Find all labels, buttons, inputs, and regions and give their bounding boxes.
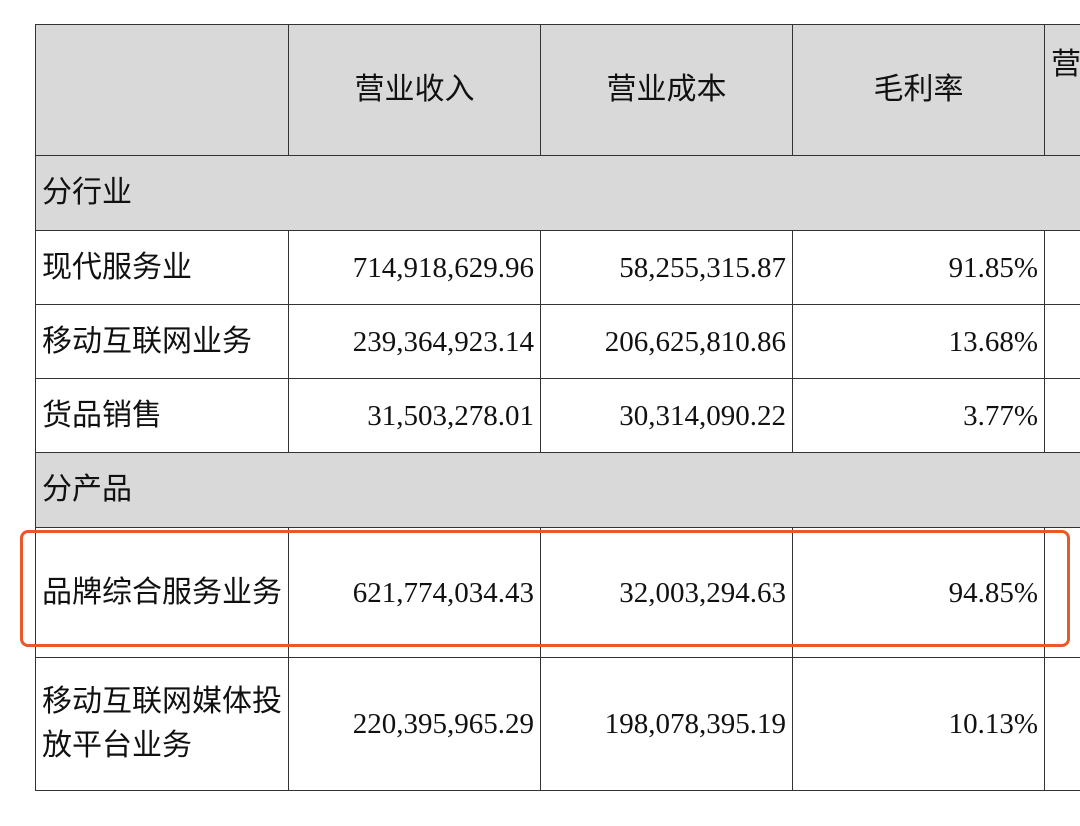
header-cell: 营业成本 — [540, 24, 793, 156]
section-title: 分行业 — [35, 155, 1080, 231]
cell-value: 30,314,090.22 — [540, 378, 793, 453]
row-label: 移动互联网业务 — [35, 304, 289, 379]
highlight-box — [20, 530, 1070, 647]
cell-value: 621,774,034.43 — [288, 527, 541, 658]
table-wrap: 营业收入 营业成本 毛利率营分行业 现代服务业 714,918,629.96 58,255… — [35, 24, 1080, 791]
cell-value: 220,395,965.29 — [288, 657, 541, 791]
cell-value: 13.68% — [792, 304, 1045, 379]
header-cell: 营 — [1044, 24, 1080, 156]
header-cell: 毛利率 — [792, 24, 1045, 156]
cell-empty — [1044, 378, 1080, 453]
cell-value: 10.13% — [792, 657, 1045, 791]
header-cell — [35, 24, 289, 156]
cell-value: 91.85% — [792, 230, 1045, 305]
table: 营业收入 营业成本 毛利率营分行业 现代服务业 714,918,629.96 58,255… — [35, 24, 1080, 791]
section-row: 分行业 — [35, 155, 1080, 231]
cell-empty — [1044, 304, 1080, 379]
cell-value: 3.77% — [792, 378, 1045, 453]
cell-value: 198,078,395.19 — [540, 657, 793, 791]
cell-value: 32,003,294.63 — [540, 527, 793, 658]
section-title: 分产品 — [35, 452, 1080, 528]
header-row: 营业收入 营业成本 毛利率营 — [35, 24, 1080, 156]
section-row: 分产品 — [35, 452, 1080, 528]
cell-value: 31,503,278.01 — [288, 378, 541, 453]
data-row: 移动互联网媒体投放平台业务 220,395,965.29 198,078,395.1… — [35, 657, 1080, 791]
cell-empty — [1044, 527, 1080, 658]
header-cell: 营业收入 — [288, 24, 541, 156]
data-row: 货品销售 31,503,278.01 30,314,090.22 3.77% — [35, 378, 1080, 453]
cell-value: 206,625,810.86 — [540, 304, 793, 379]
cell-empty — [1044, 657, 1080, 791]
cell-value: 58,255,315.87 — [540, 230, 793, 305]
data-row: 移动互联网业务 239,364,923.14 206,625,810.86 13.68… — [35, 304, 1080, 379]
row-label: 货品销售 — [35, 378, 289, 453]
cell-value: 239,364,923.14 — [288, 304, 541, 379]
cell-value: 714,918,629.96 — [288, 230, 541, 305]
row-label: 现代服务业 — [35, 230, 289, 305]
cell-empty — [1044, 230, 1080, 305]
row-label: 品牌综合服务业务 — [35, 527, 289, 658]
row-label: 移动互联网媒体投放平台业务 — [35, 657, 289, 791]
data-row: 现代服务业 714,918,629.96 58,255,315.87 91.85% — [35, 230, 1080, 305]
